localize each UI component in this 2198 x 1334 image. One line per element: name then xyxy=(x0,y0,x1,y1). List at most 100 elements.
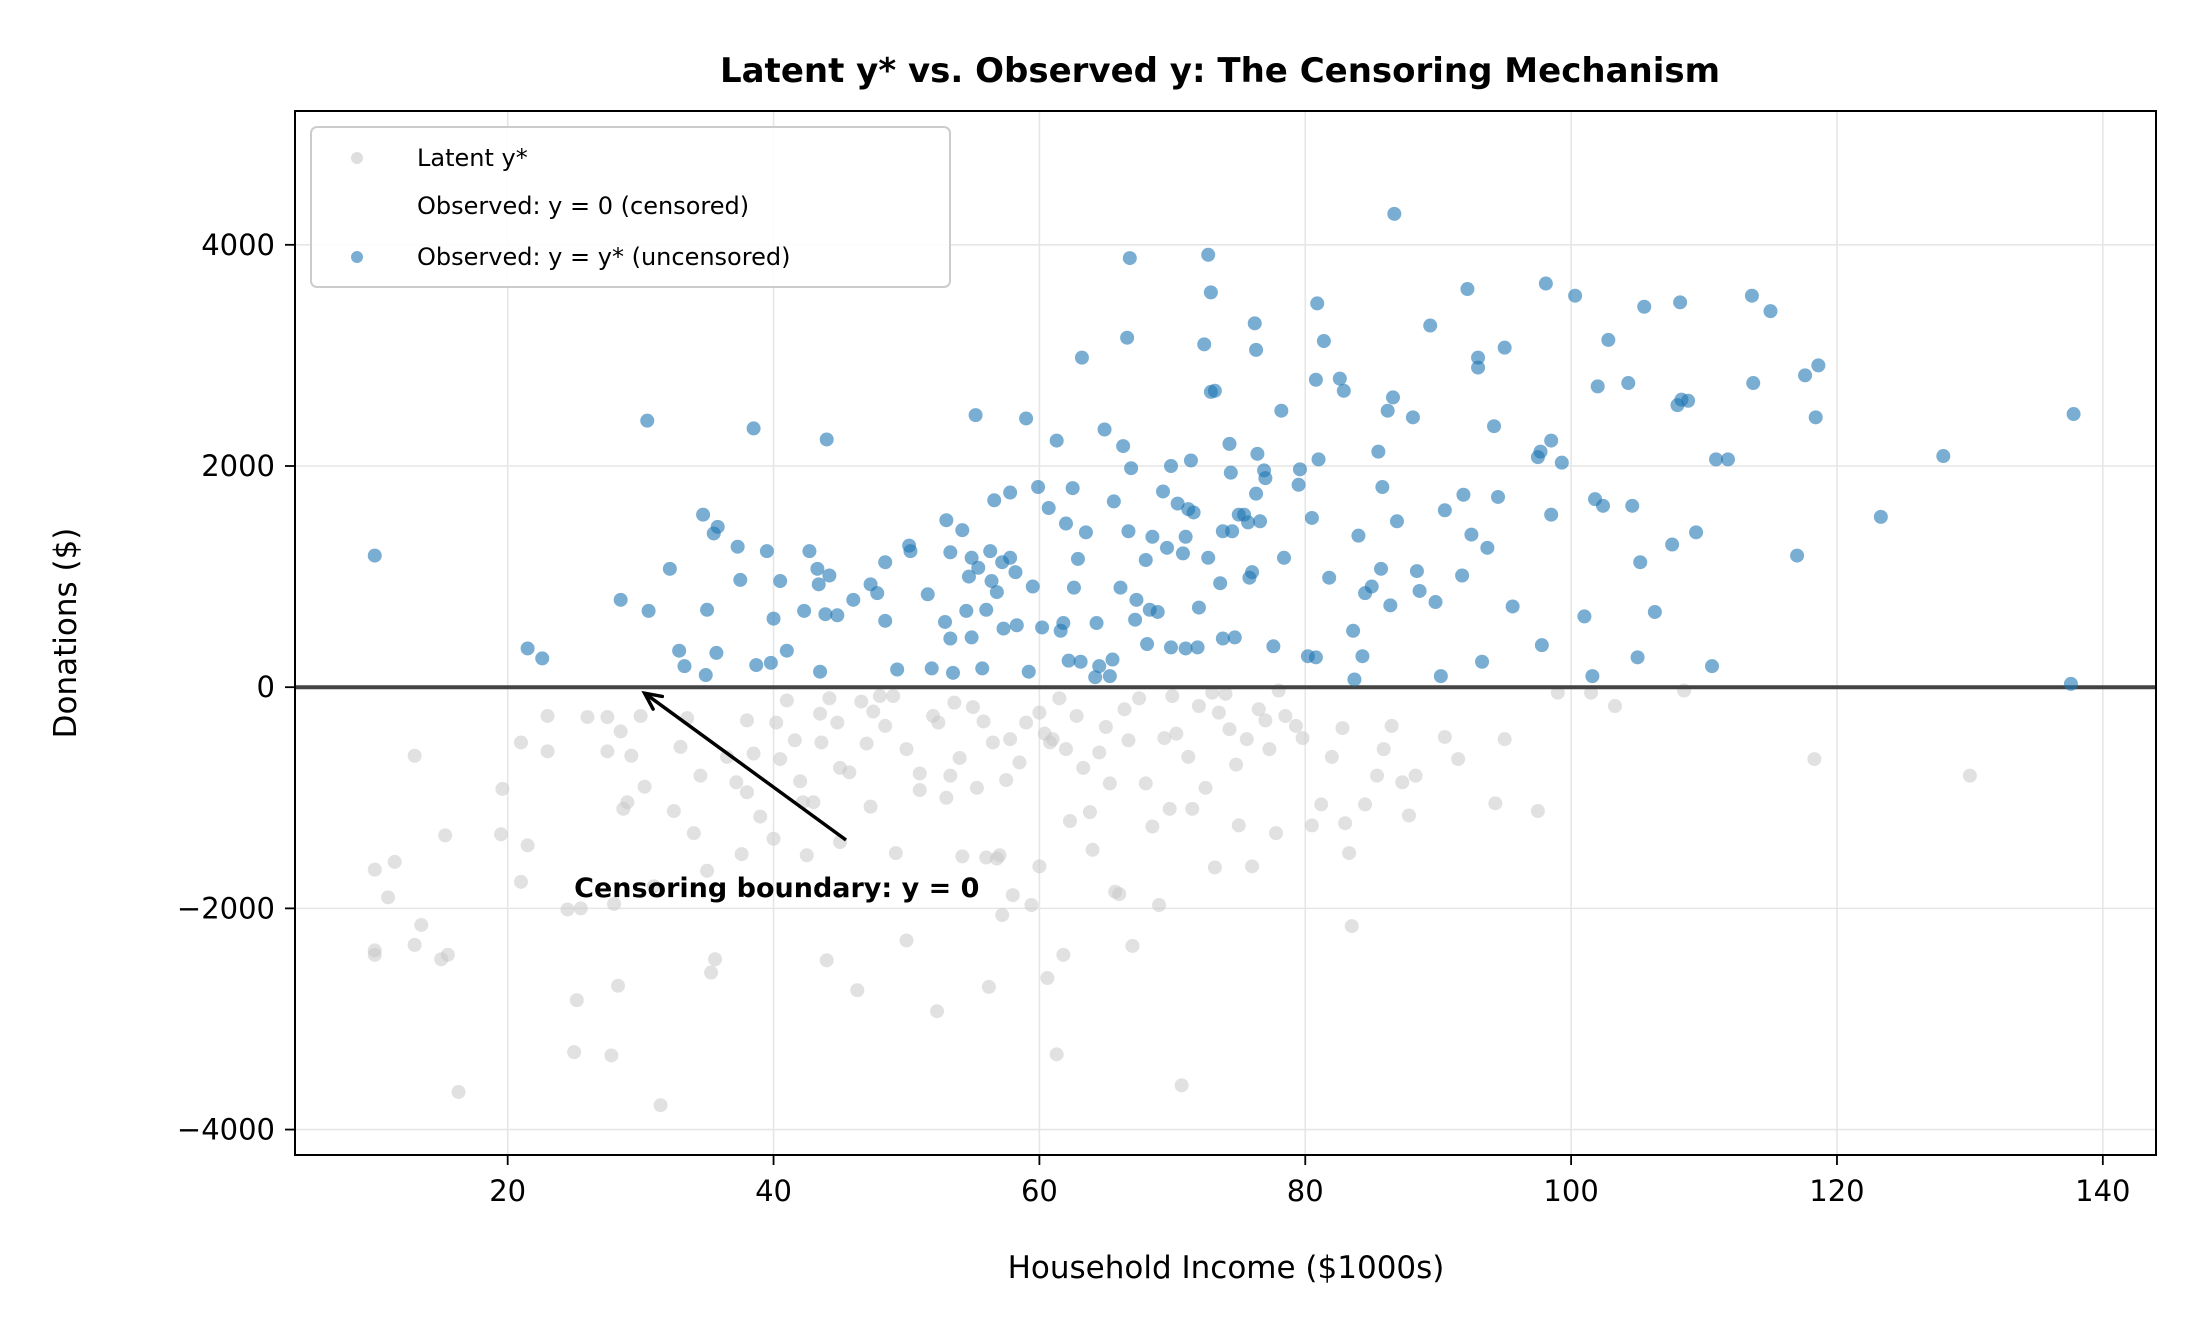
latent-point xyxy=(1207,860,1222,875)
uncensored-points-group xyxy=(367,206,2081,691)
uncensored-point xyxy=(1203,285,1218,300)
latent-point xyxy=(1530,804,1545,819)
uncensored-point xyxy=(1568,288,1583,303)
legend: Latent y* Observed: y = 0 (censored) Obs… xyxy=(310,126,951,288)
latent-point xyxy=(637,779,652,794)
uncensored-point xyxy=(779,643,794,658)
uncensored-point xyxy=(813,664,828,679)
latent-point xyxy=(1437,729,1452,744)
latent-point xyxy=(1451,752,1466,767)
uncensored-point xyxy=(1156,484,1171,499)
uncensored-point xyxy=(1665,537,1680,552)
uncensored-point xyxy=(1577,609,1592,624)
uncensored-point xyxy=(2063,676,2078,691)
uncensored-point xyxy=(1538,276,1553,291)
x-tick-label: 140 xyxy=(2075,1174,2130,1208)
uncensored-point xyxy=(1201,247,1216,262)
uncensored-point xyxy=(1088,670,1103,685)
uncensored-point xyxy=(1308,650,1323,665)
uncensored-point xyxy=(830,608,845,623)
latent-point xyxy=(729,775,744,790)
uncensored-point xyxy=(1066,580,1081,595)
uncensored-point xyxy=(1633,555,1648,570)
latent-point xyxy=(1304,818,1319,833)
latent-point xyxy=(981,979,996,994)
uncensored-point xyxy=(971,560,986,575)
latent-point xyxy=(513,874,528,889)
uncensored-point xyxy=(1596,498,1611,513)
x-tick-label: 60 xyxy=(1021,1174,1058,1208)
uncensored-point xyxy=(1250,446,1265,461)
latent-point xyxy=(414,917,429,932)
uncensored-point xyxy=(1009,618,1024,633)
uncensored-point xyxy=(1215,631,1230,646)
uncensored-point xyxy=(1746,376,1761,391)
uncensored-point xyxy=(959,603,974,618)
latent-point xyxy=(607,896,622,911)
uncensored-point xyxy=(1387,206,1402,221)
uncensored-point xyxy=(878,555,893,570)
uncensored-point xyxy=(1705,659,1720,674)
latent-point xyxy=(1314,797,1329,812)
uncensored-point xyxy=(1003,485,1018,500)
uncensored-point xyxy=(710,519,725,534)
latent-point xyxy=(1085,842,1100,857)
uncensored-point xyxy=(672,643,687,658)
uncensored-point xyxy=(1460,282,1475,297)
latent-point xyxy=(567,1045,582,1060)
uncensored-point xyxy=(2066,407,2081,422)
latent-point xyxy=(1125,938,1140,953)
uncensored-point xyxy=(1455,568,1470,583)
uncensored-point xyxy=(730,539,745,554)
uncensored-point xyxy=(1808,410,1823,425)
latent-point xyxy=(1003,732,1018,747)
uncensored-point xyxy=(989,585,1004,600)
latent-point xyxy=(1584,685,1599,700)
latent-point xyxy=(773,752,788,767)
uncensored-point xyxy=(1116,439,1131,454)
uncensored-point xyxy=(1322,570,1337,585)
uncensored-point xyxy=(1113,580,1128,595)
latent-point xyxy=(494,827,509,842)
latent-point xyxy=(955,849,970,864)
uncensored-point xyxy=(1347,672,1362,687)
uncensored-point xyxy=(890,662,905,677)
uncensored-point xyxy=(709,645,724,660)
latent-point xyxy=(739,785,754,800)
latent-point xyxy=(766,831,781,846)
latent-point xyxy=(863,799,878,814)
uncensored-point xyxy=(1491,489,1506,504)
latent-point xyxy=(367,862,382,877)
uncensored-point xyxy=(746,421,761,436)
uncensored-point xyxy=(677,659,692,674)
latent-point xyxy=(830,715,845,730)
latent-point xyxy=(769,715,784,730)
latent-point xyxy=(930,1004,945,1019)
latent-point xyxy=(992,848,1007,863)
uncensored-point xyxy=(1035,620,1050,635)
uncensored-point xyxy=(1222,436,1237,451)
uncensored-point xyxy=(1304,510,1319,525)
uncensored-point xyxy=(1689,525,1704,540)
uncensored-point xyxy=(1534,638,1549,653)
legend-box xyxy=(310,126,951,288)
x-tick-label: 80 xyxy=(1287,1174,1324,1208)
uncensored-point xyxy=(773,574,788,589)
uncensored-point xyxy=(1241,515,1256,530)
uncensored-point xyxy=(1371,444,1386,459)
y-tick-label: 4000 xyxy=(201,228,275,262)
latent-point xyxy=(381,890,396,905)
uncensored-point xyxy=(1505,599,1520,614)
latent-point xyxy=(806,795,821,810)
latent-point xyxy=(969,780,984,795)
latent-point xyxy=(746,746,761,761)
latent-point xyxy=(407,748,422,763)
uncensored-point xyxy=(1102,669,1117,684)
latent-point xyxy=(859,736,874,751)
latent-point xyxy=(1058,742,1073,757)
latent-point xyxy=(520,838,535,853)
latent-point xyxy=(1401,808,1416,823)
uncensored-point xyxy=(1140,637,1155,652)
latent-point xyxy=(947,695,962,710)
uncensored-point xyxy=(1003,550,1018,565)
